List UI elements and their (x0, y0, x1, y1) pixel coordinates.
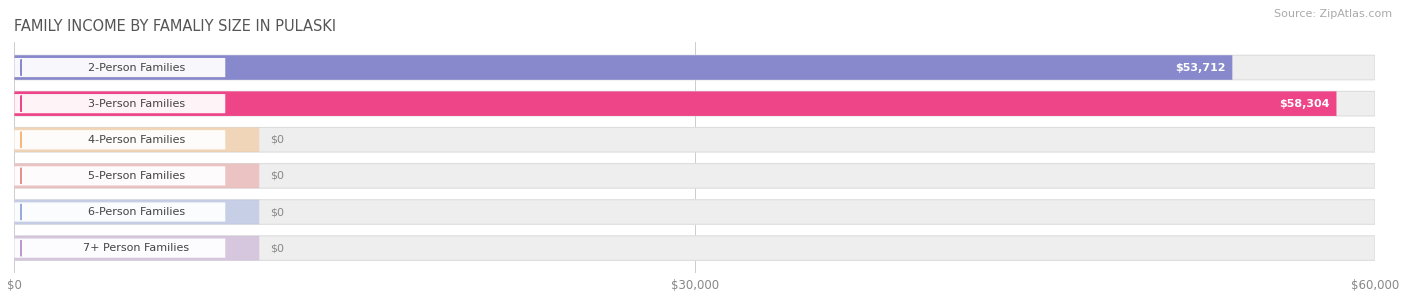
FancyBboxPatch shape (14, 166, 225, 185)
FancyBboxPatch shape (14, 58, 225, 77)
FancyBboxPatch shape (14, 236, 259, 260)
FancyBboxPatch shape (14, 92, 1375, 116)
FancyBboxPatch shape (14, 200, 1375, 224)
Text: 7+ Person Families: 7+ Person Families (83, 243, 190, 253)
FancyBboxPatch shape (14, 127, 1375, 152)
Text: FAMILY INCOME BY FAMALIY SIZE IN PULASKI: FAMILY INCOME BY FAMALIY SIZE IN PULASKI (14, 19, 336, 34)
Text: $58,304: $58,304 (1279, 99, 1330, 109)
Text: $0: $0 (270, 243, 284, 253)
FancyBboxPatch shape (14, 127, 259, 152)
FancyBboxPatch shape (14, 92, 1337, 116)
FancyBboxPatch shape (14, 55, 1232, 80)
Text: $0: $0 (270, 135, 284, 145)
Text: 2-Person Families: 2-Person Families (87, 63, 184, 73)
Text: 4-Person Families: 4-Person Families (87, 135, 184, 145)
FancyBboxPatch shape (14, 236, 1375, 260)
Text: 5-Person Families: 5-Person Families (87, 171, 184, 181)
FancyBboxPatch shape (14, 239, 225, 258)
FancyBboxPatch shape (14, 55, 1375, 80)
FancyBboxPatch shape (14, 94, 225, 113)
FancyBboxPatch shape (14, 130, 225, 149)
FancyBboxPatch shape (14, 200, 259, 224)
Text: 6-Person Families: 6-Person Families (87, 207, 184, 217)
Text: $53,712: $53,712 (1175, 63, 1226, 73)
FancyBboxPatch shape (14, 203, 225, 221)
Text: $0: $0 (270, 171, 284, 181)
Text: $0: $0 (270, 207, 284, 217)
FancyBboxPatch shape (14, 163, 259, 188)
FancyBboxPatch shape (14, 163, 1375, 188)
Text: Source: ZipAtlas.com: Source: ZipAtlas.com (1274, 9, 1392, 19)
Text: 3-Person Families: 3-Person Families (87, 99, 184, 109)
